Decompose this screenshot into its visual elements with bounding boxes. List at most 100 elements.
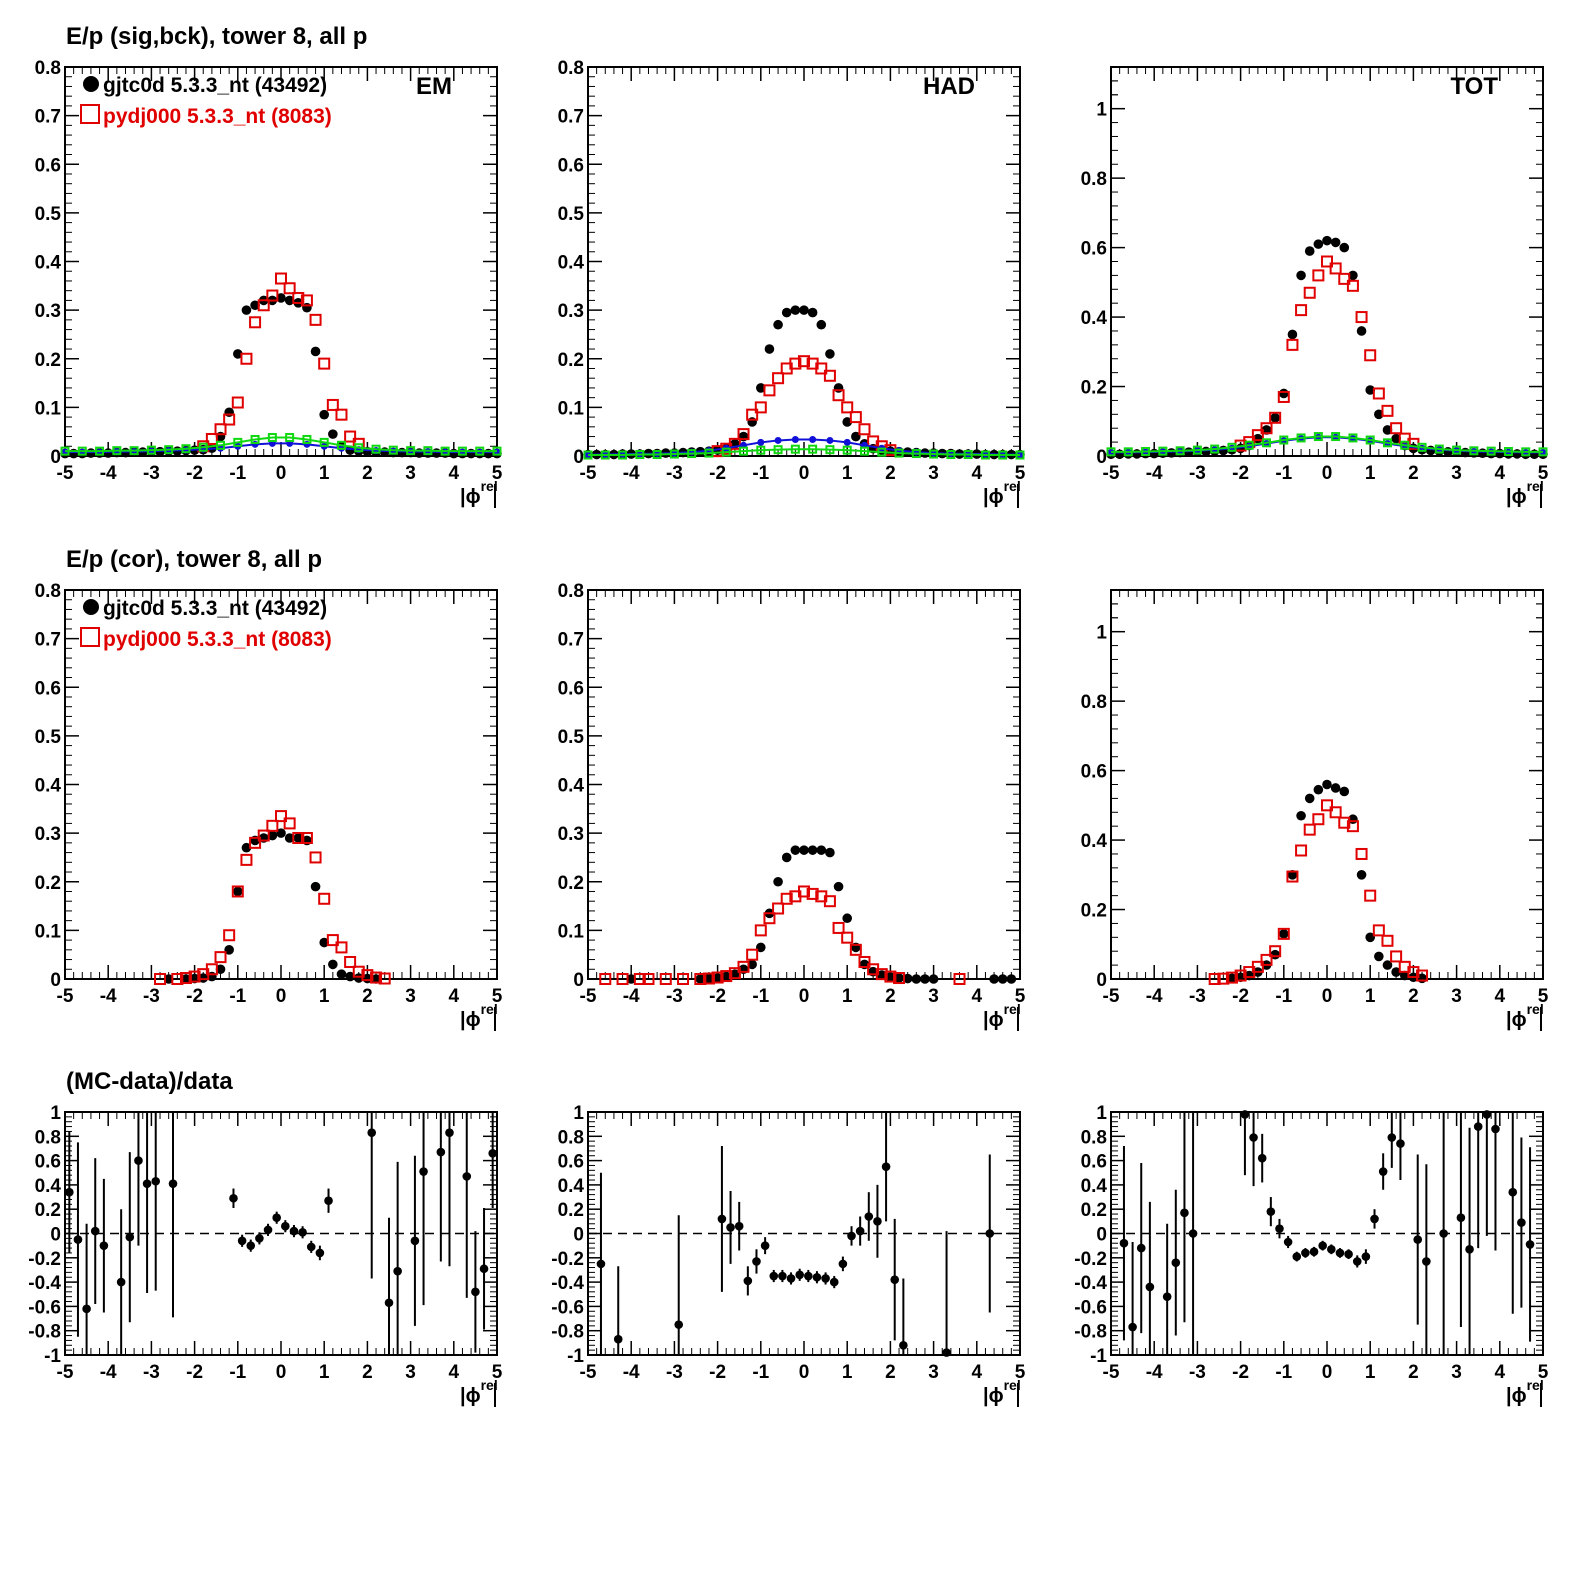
x-tick-label: 0 xyxy=(276,1362,287,1383)
y-tick-label: -0.8 xyxy=(1074,1322,1107,1343)
x-tick-label: 0 xyxy=(1322,463,1333,484)
ratio-point xyxy=(1422,1257,1431,1266)
ratio-point xyxy=(804,1271,813,1281)
y-tick-label: 0.2 xyxy=(558,873,584,894)
mc-point xyxy=(832,921,845,934)
ratio-point xyxy=(873,1217,882,1226)
mc-point xyxy=(1295,844,1308,857)
x-tick-label: -3 xyxy=(1189,1362,1206,1383)
x-tick-label: 1 xyxy=(319,986,330,1007)
mc-point xyxy=(214,951,227,964)
y-tick-label: 0.6 xyxy=(558,155,584,176)
x-tick-label: 3 xyxy=(405,986,416,1007)
mc-point xyxy=(266,289,279,302)
mc-point xyxy=(746,948,759,961)
x-tick-label: -3 xyxy=(666,986,683,1007)
x-tick-label: -2 xyxy=(709,1362,726,1383)
ratio-point xyxy=(1128,1322,1137,1332)
x-tick-label: 5 xyxy=(492,463,503,484)
ratio-point xyxy=(786,1274,796,1283)
y-tick-label: 0.3 xyxy=(558,301,584,322)
data-point xyxy=(756,942,766,953)
x-tick-label: 1 xyxy=(319,463,330,484)
data-point xyxy=(1365,932,1375,943)
mc-point xyxy=(275,272,287,285)
y-tick-label: 0.4 xyxy=(558,1176,585,1197)
x-tick-label: 3 xyxy=(405,463,416,484)
mc-point xyxy=(223,929,236,942)
x-axis-title-superscript: rel xyxy=(1004,478,1021,494)
x-axis-title-superscript: rel xyxy=(1527,478,1544,494)
ratio-point xyxy=(1517,1218,1526,1227)
ratio-point xyxy=(1292,1252,1302,1261)
mc-point xyxy=(1312,269,1325,282)
x-tick-label: 2 xyxy=(885,986,896,1007)
data-point xyxy=(704,973,714,984)
data-point xyxy=(1339,786,1350,797)
x-tick-label: -1 xyxy=(229,1362,246,1383)
data-point xyxy=(799,305,809,315)
x-tick-label: 5 xyxy=(1538,986,1549,1007)
x-tick-label: 3 xyxy=(1451,463,1462,484)
ratio-point xyxy=(985,1229,995,1238)
y-tick-label: 0.2 xyxy=(35,1200,61,1221)
mc-point xyxy=(240,853,253,866)
ratio-point xyxy=(1309,1247,1319,1257)
y-tick-label: 1 xyxy=(50,1103,61,1124)
x-axis-title-superscript: rel xyxy=(481,1377,498,1393)
mc-point xyxy=(378,972,391,985)
mc-point xyxy=(335,941,348,954)
y-tick-label: 0.8 xyxy=(35,1127,61,1148)
x-tick-label: 5 xyxy=(1015,1362,1026,1383)
ratio-point xyxy=(384,1298,394,1308)
ratio-point xyxy=(263,1225,273,1235)
ratio-point xyxy=(315,1248,325,1258)
data-point xyxy=(1006,974,1017,984)
mc-point xyxy=(266,819,279,832)
y-tick-label: 0.2 xyxy=(1081,901,1107,922)
ratio-point xyxy=(899,1340,908,1350)
data-point xyxy=(1374,409,1384,420)
ratio-point xyxy=(1162,1292,1172,1301)
y-tick-label: -1 xyxy=(44,1346,61,1367)
mc-point xyxy=(1346,279,1359,292)
x-tick-label: 4 xyxy=(972,986,983,1007)
ratio-point xyxy=(778,1271,787,1281)
mc-point xyxy=(780,892,793,905)
ratio-point xyxy=(1318,1241,1327,1250)
legend-mc-label: pydj000 5.3.3_nt (8083) xyxy=(103,105,332,128)
ratio-point xyxy=(1370,1214,1379,1224)
x-tick-label: -2 xyxy=(709,463,726,484)
ratio-point xyxy=(821,1274,830,1283)
mc-point xyxy=(1372,924,1385,937)
ratio-point xyxy=(1396,1139,1405,1148)
y-tick-label: 0.5 xyxy=(35,727,62,748)
y-tick-label: 0.6 xyxy=(1081,762,1107,783)
ratio-point xyxy=(142,1179,152,1188)
data-point xyxy=(1365,385,1375,395)
y-tick-label: 0.7 xyxy=(558,630,584,651)
y-tick-label: 0.1 xyxy=(558,921,585,942)
y-tick-label: 0.5 xyxy=(558,204,585,225)
series-errdot xyxy=(1119,1110,1535,1355)
ratio-point xyxy=(1508,1187,1518,1197)
chart-panel-em_sig: 0 0.1 0.2 0.3 0.4 0.5 0.6 0.7 0.8 -5 -4 -3 -2 -1 0 1 2 3 4… xyxy=(35,58,503,508)
data-point xyxy=(1330,237,1341,248)
y-tick-label: 0.4 xyxy=(558,776,585,797)
data-point xyxy=(790,845,801,855)
mc-point xyxy=(1286,870,1299,883)
mc-point xyxy=(720,970,733,983)
mc-point xyxy=(214,423,227,436)
data-point xyxy=(842,913,852,924)
mc-point xyxy=(361,969,374,982)
ratio-point xyxy=(881,1162,891,1171)
ratio-point xyxy=(1378,1167,1388,1176)
data-point xyxy=(1304,793,1315,804)
data-point xyxy=(894,973,904,983)
data-point xyxy=(1304,246,1315,256)
x-tick-label: 1 xyxy=(842,1362,853,1383)
data-point xyxy=(371,974,381,984)
mc-point xyxy=(849,943,862,956)
ratio-point xyxy=(99,1241,109,1250)
mc-point xyxy=(257,829,270,842)
